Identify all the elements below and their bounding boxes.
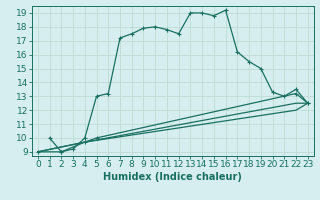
X-axis label: Humidex (Indice chaleur): Humidex (Indice chaleur) bbox=[103, 172, 242, 182]
